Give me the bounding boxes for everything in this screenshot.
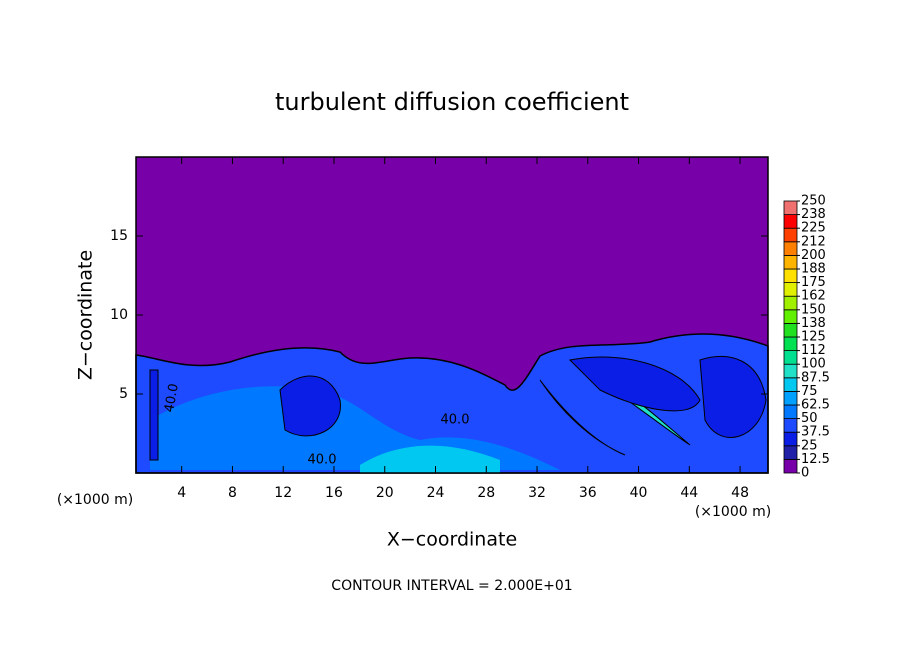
colorbar-label: 188 (801, 262, 826, 277)
colorbar-label: 238 (801, 207, 826, 222)
colorbar-bin (783, 431, 798, 447)
contour-label: 40.0 (162, 382, 182, 413)
field-region (539, 379, 626, 456)
colorbar-label: 225 (801, 221, 826, 236)
field (135, 157, 769, 474)
colorbar-label: 100 (801, 357, 826, 372)
x-tick-label: 36 (579, 485, 597, 501)
colorbar-bin (783, 268, 798, 284)
y-tick-label: 5 (119, 386, 128, 402)
x-tick-label: 28 (477, 485, 495, 501)
colorbar-bin (783, 282, 798, 297)
colorbar-label: 212 (801, 234, 826, 249)
colorbar-label: 87.5 (801, 370, 830, 385)
contour-label: 40.0 (308, 453, 337, 468)
x-tick-label: 8 (228, 485, 237, 501)
contour-label: 40.0 (441, 413, 470, 428)
colorbar-label: 75 (801, 384, 818, 399)
y-tick-label: 15 (110, 228, 128, 244)
colorbar-bin (783, 445, 798, 460)
footnote: CONTOUR INTERVAL = 2.000E+01 (331, 578, 572, 594)
colorbar-bin (783, 350, 798, 365)
colorbar-bin (783, 336, 798, 352)
x-tick-label: 24 (427, 485, 445, 501)
colorbar-label: 162 (801, 289, 826, 304)
colorbar-bin (783, 404, 798, 420)
x-axis-label: X−coordinate (387, 529, 517, 551)
field-region (699, 355, 767, 438)
colorbar-label: 200 (801, 248, 826, 263)
colorbar-bin (783, 377, 798, 392)
colorbar-bin (783, 241, 798, 256)
field-region (360, 445, 500, 473)
colorbar-label: 112 (801, 343, 826, 358)
x-tick-label: 16 (325, 485, 343, 501)
colorbar-label: 37.5 (801, 425, 830, 440)
field-region (279, 375, 341, 437)
colorbar-bin (783, 363, 798, 379)
x-tick-label: 12 (274, 485, 292, 501)
field-region (568, 356, 701, 412)
colorbar-label: 250 (801, 194, 826, 209)
colorbar-label: 150 (801, 302, 826, 317)
colorbar-bin (783, 309, 798, 324)
y-tick-label: 10 (110, 307, 128, 323)
colorbar-label: 175 (801, 275, 826, 290)
colorbar-bin (783, 200, 798, 216)
x-tick-label: 40 (630, 485, 648, 501)
colorbar-bin (783, 390, 798, 406)
colorbar-label: 125 (801, 330, 826, 345)
x-unit-label: (×1000 m) (57, 492, 133, 508)
colorbar-bin (783, 322, 798, 338)
colorbar-label: 12.5 (801, 452, 830, 467)
colorbar-bin (783, 254, 798, 270)
colorbar-bin (783, 227, 798, 243)
y-axis-label: Z−coordinate (75, 250, 97, 380)
x-tick-label: 44 (680, 485, 698, 501)
colorbar-label: 138 (801, 316, 826, 331)
colorbar-label: 0 (801, 466, 809, 481)
x-tick-label: 4 (177, 485, 186, 501)
colorbar-bin (783, 418, 798, 433)
colorbar-bin (783, 214, 798, 229)
colorbar-label: 62.5 (801, 398, 830, 413)
x-unit-label: (×1000 m) (695, 504, 771, 520)
colorbar-label: 25 (801, 438, 818, 453)
colorbar-bin (783, 295, 798, 311)
colorbar-bin (783, 458, 798, 474)
x-tick-label: 48 (731, 485, 749, 501)
x-tick-label: 32 (528, 485, 546, 501)
colorbar-label: 50 (801, 411, 818, 426)
x-tick-label: 20 (376, 485, 394, 501)
field-region (149, 369, 159, 461)
chart-title: turbulent diffusion coefficient (275, 88, 629, 116)
